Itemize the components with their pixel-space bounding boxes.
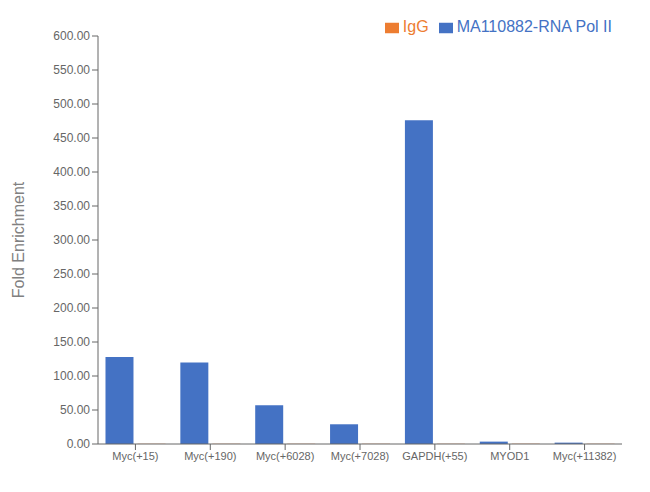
svg-text:350.00: 350.00 — [53, 199, 90, 213]
svg-text:450.00: 450.00 — [53, 131, 90, 145]
svg-text:600.00: 600.00 — [53, 29, 90, 43]
svg-text:150.00: 150.00 — [53, 335, 90, 349]
svg-text:Myc(+6028): Myc(+6028) — [256, 450, 314, 462]
svg-text:Myc(+11382): Myc(+11382) — [553, 450, 617, 462]
svg-text:Fold Enrichment: Fold Enrichment — [10, 181, 27, 298]
html-text:IgG: IgG — [402, 18, 429, 35]
svg-text:Myc(+190): Myc(+190) — [184, 450, 236, 462]
svg-text:400.00: 400.00 — [53, 165, 90, 179]
svg-text:GAPDH(+55): GAPDH(+55) — [402, 450, 467, 462]
svg-text:500.00: 500.00 — [53, 97, 90, 111]
svg-text:MYOD1: MYOD1 — [490, 450, 529, 462]
svg-text:300.00: 300.00 — [53, 233, 90, 247]
svg-text:Myc(+7028): Myc(+7028) — [331, 450, 389, 462]
svg-text:Myc(+15): Myc(+15) — [112, 450, 158, 462]
svg-text:100.00: 100.00 — [53, 369, 90, 383]
html-text:MA110882-RNA Pol II: MA110882-RNA Pol II — [456, 18, 612, 35]
svg-text:250.00: 250.00 — [53, 267, 90, 281]
svg-text:50.00: 50.00 — [60, 403, 90, 417]
svg-text:550.00: 550.00 — [53, 63, 90, 77]
svg-text:200.00: 200.00 — [53, 301, 90, 315]
svg-text:0.00: 0.00 — [67, 437, 91, 451]
